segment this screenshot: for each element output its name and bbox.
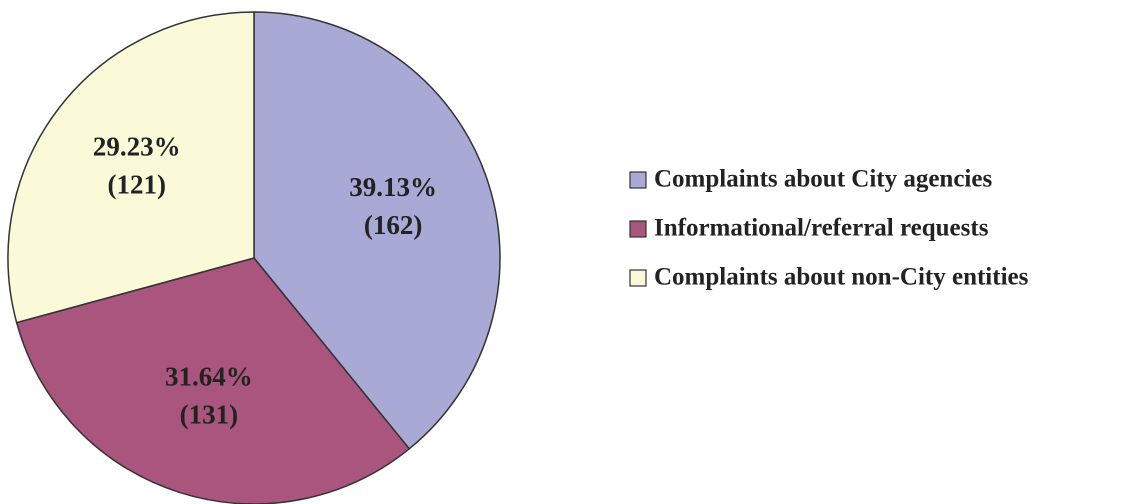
legend-swatch — [629, 171, 647, 189]
legend-label: Complaints about City agencies — [654, 166, 992, 193]
pie-slice — [7, 11, 255, 324]
slice-label: 31.64% — [165, 362, 253, 392]
slice-count: (121) — [107, 170, 165, 200]
pie-slice — [15, 257, 411, 504]
slice-label: 39.13% — [349, 172, 437, 202]
slice-count: (131) — [180, 400, 238, 430]
legend-swatch — [629, 220, 647, 238]
legend-label: Complaints about non-City entities — [654, 264, 1029, 291]
slice-label: 29.23% — [93, 132, 181, 162]
pie-slice — [253, 11, 501, 450]
legend-swatch — [629, 269, 647, 287]
legend-label: Informational/referral requests — [654, 215, 989, 242]
slice-count: (162) — [364, 210, 422, 240]
